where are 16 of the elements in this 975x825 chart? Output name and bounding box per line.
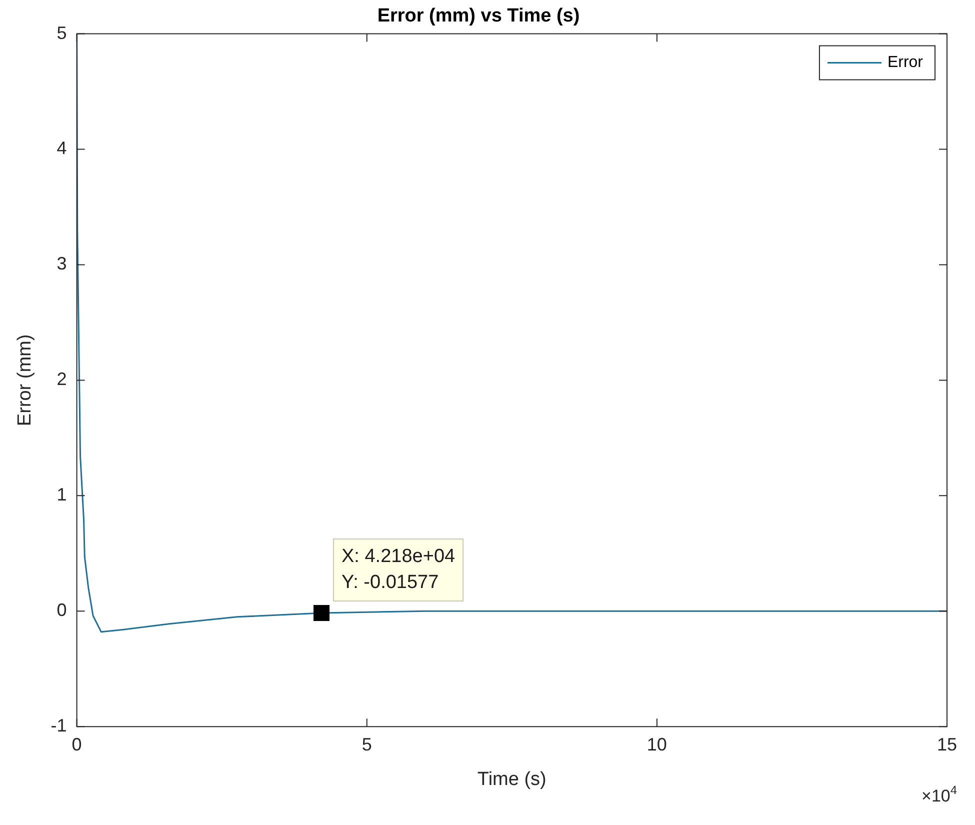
chart-title: Error (mm) vs Time (s) bbox=[377, 6, 580, 27]
x-axis-title: Time (s) bbox=[477, 768, 546, 790]
y-tick-label: 3 bbox=[56, 254, 67, 274]
x-tick-label: 15 bbox=[936, 734, 958, 754]
annotation: X: 4.218e+04 Y: -0.01577 bbox=[342, 546, 456, 594]
x-tick-label: 0 bbox=[72, 734, 82, 754]
y-tick-label: 2 bbox=[56, 369, 67, 390]
legend-label: Error bbox=[887, 54, 924, 72]
y-tick-label: 4 bbox=[56, 138, 67, 158]
y-tick-label: 1 bbox=[56, 484, 67, 505]
y-axis-title: Error (mm) bbox=[14, 334, 36, 426]
x-tick-label: 10 bbox=[646, 734, 667, 754]
y-tick-label: -1 bbox=[50, 716, 67, 736]
x-tick-label: 5 bbox=[362, 734, 372, 754]
y-tick-label: 5 bbox=[56, 22, 67, 43]
y-tick-label: 0 bbox=[56, 600, 67, 620]
